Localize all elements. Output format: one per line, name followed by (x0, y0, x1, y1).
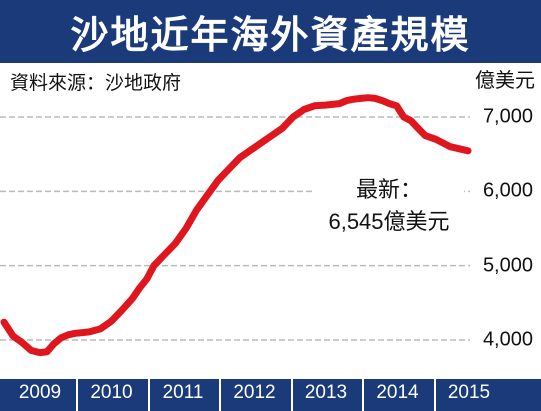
y-tick-label-6000: 6,000 (482, 179, 533, 202)
x-tick-label-2010: 2010 (90, 382, 133, 403)
x-tick-separator (219, 379, 221, 411)
x-tick-separator (147, 379, 150, 411)
x-tick-separator (76, 379, 78, 411)
callout-heading: 最新： (355, 177, 422, 202)
chart-title: 沙地近年海外資產規模 (70, 13, 471, 57)
source-label: 資料來源：沙地政府 (10, 72, 182, 94)
y-tick-label-4000: 4,000 (482, 328, 533, 351)
x-tick-label-2015: 2015 (447, 382, 491, 403)
y-tick-label-7000: 7,000 (482, 105, 533, 128)
x-tick-label-2012: 2012 (233, 382, 276, 403)
x-tick-label-2013: 2013 (304, 382, 348, 403)
x-tick-separator (290, 379, 293, 411)
y-tick-label-5000: 5,000 (482, 254, 533, 277)
callout-value: 6,545億美元 (328, 209, 450, 234)
latest-value-callout: 最新： 6,545億美元 (314, 174, 464, 242)
x-tick-label-2014: 2014 (376, 382, 419, 403)
x-tick-label-2011: 2011 (162, 382, 204, 403)
x-axis-bar (0, 379, 541, 411)
x-tick-separator (362, 379, 364, 411)
series-line (0, 94, 472, 357)
x-tick-separator (433, 379, 436, 411)
y-axis-unit-label: 億美元 (475, 68, 535, 92)
title-bar: 沙地近年海外資產規模 (0, 0, 541, 63)
x-tick-label-2009: 2009 (18, 382, 62, 403)
